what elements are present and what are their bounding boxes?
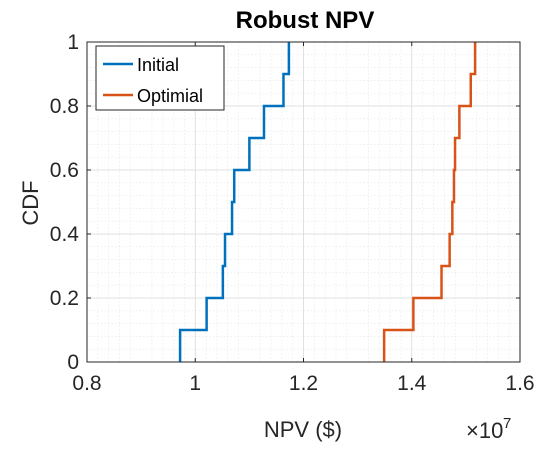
y-tick-label: 1 [67, 31, 79, 54]
series-layer [178, 42, 477, 362]
series-line-initial [178, 42, 291, 362]
series-line-optimial [382, 42, 477, 362]
x-axis-exponent-power: 7 [503, 415, 511, 432]
x-tick-label: 1 [189, 372, 201, 395]
x-tick-label: 1.2 [289, 372, 318, 395]
y-tick-label: 0.2 [50, 287, 79, 310]
y-tick-label: 0 [67, 351, 79, 374]
legend: Initial Optimial [95, 45, 225, 111]
y-tick-label: 0.8 [50, 95, 79, 118]
legend-label-initial: Initial [137, 55, 179, 75]
y-axis-label: CDF [18, 180, 43, 225]
x-tick-label: 1.4 [397, 372, 427, 395]
axis-ticks [86, 41, 521, 363]
x-axis-exponent: ×10 7 [466, 415, 511, 443]
minor-grid [87, 42, 520, 362]
x-tick-label: 1.6 [505, 372, 534, 395]
y-tick-label: 0.6 [50, 159, 79, 182]
x-tick-label: 0.8 [72, 372, 101, 395]
chart-title: Robust NPV [236, 7, 375, 34]
legend-label-optimial: Optimial [137, 86, 203, 106]
y-tick-label: 0.4 [50, 223, 80, 246]
x-axis-exponent-base: ×10 [466, 418, 503, 443]
x-axis-label: NPV ($) [264, 417, 342, 442]
tick-labels: 0.8 1 1.2 1.4 1.6 0 0.2 0.4 0.6 0.8 1 [50, 31, 535, 395]
legend-box [95, 45, 225, 111]
